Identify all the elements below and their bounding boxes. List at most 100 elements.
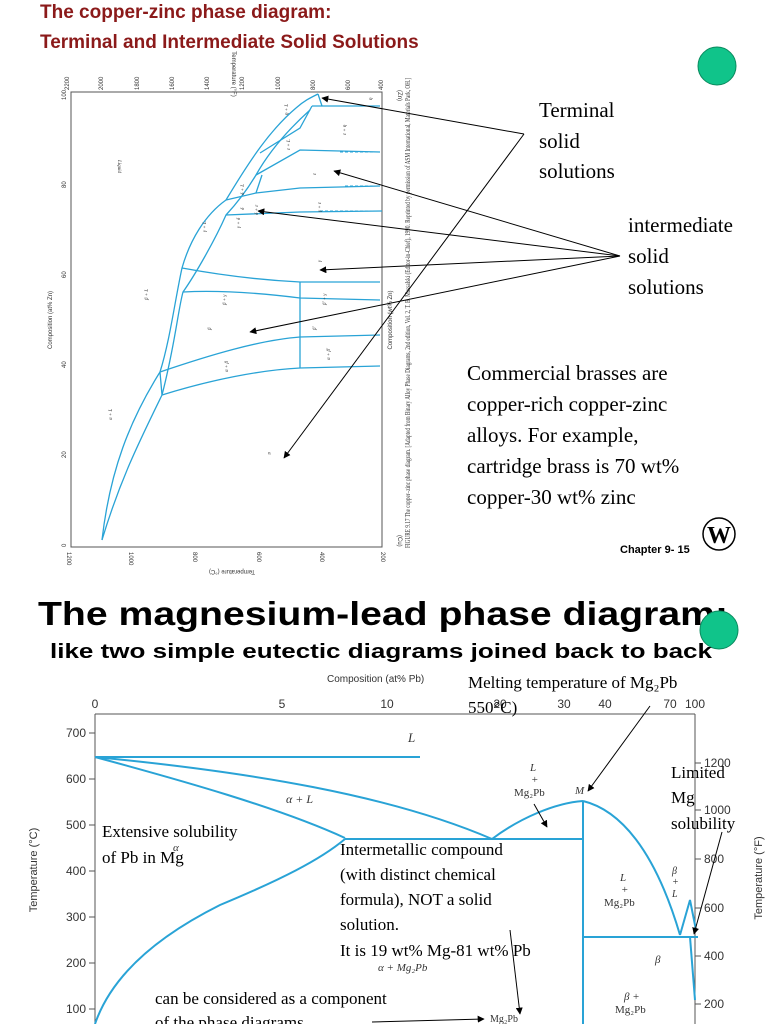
extensive-callout-line1: Extensive solubility — [102, 822, 238, 841]
limited-callout-line3: solubility — [671, 814, 736, 833]
tick-f-2: 1800 — [135, 76, 141, 90]
intermediate-callout-line1: intermediate — [628, 213, 733, 237]
mg2pb-dome-right — [582, 800, 681, 936]
cu-zn-comp-ticks: 0 20 40 60 80 100 — [62, 89, 68, 547]
f-tick-1200: 1200 — [704, 756, 731, 770]
terminal-callout-line3: solutions — [539, 159, 615, 183]
cu-zn-zn-label: (Zn) — [396, 90, 402, 101]
arrow-intermediate-2 — [257, 208, 621, 257]
f-tick-200: 200 — [704, 997, 724, 1011]
cu-zn-temp-f-ticks: 2200 2000 1800 1600 1400 1200 1000 800 6… — [65, 76, 385, 90]
cu-zn-plot-frame — [70, 91, 383, 548]
label-beta: β — [654, 954, 661, 966]
cu-zn-phase-boundaries — [101, 93, 383, 541]
phase-eta: η — [369, 97, 374, 100]
label-beta-mg2pb-2: Mg₂Pb — [615, 1004, 646, 1016]
top-tick-10: 10 — [380, 697, 394, 711]
mg-pb-phase-labels: L α + L L + Mg₂Pb M L + Mg₂Pb β + L α + … — [173, 730, 679, 1024]
liquidus-left — [94, 756, 493, 840]
label-M: M — [574, 785, 585, 797]
tick-c-1: 1000 — [127, 552, 133, 566]
cu-zn-temp-c-ticks: 1200 1000 800 600 400 200 — [65, 552, 385, 566]
arrow-terminal-top — [321, 95, 525, 135]
intermetallic-callout-line1: Intermetallic compound — [340, 840, 503, 859]
beta-solvus — [689, 936, 696, 1001]
tick-comp-5: 100 — [62, 89, 68, 100]
tick-f-3: 1600 — [170, 76, 176, 90]
label-L-mg2pb-left-3: Mg₂Pb — [514, 787, 545, 799]
cu-zn-temp-c-label: Temperature (°C) — [209, 568, 255, 574]
tick-c-5: 200 — [379, 552, 385, 563]
phase-liquid: Liquid — [116, 159, 121, 174]
brass-callout-line2: copper-rich copper-zinc — [467, 392, 667, 416]
component-callout-line1: can be considered as a component — [155, 989, 387, 1008]
arrow-intermediate-3 — [319, 255, 621, 274]
top-tick-0: 0 — [92, 697, 99, 711]
label-beta-L-2: + — [672, 877, 679, 888]
arrow-component — [371, 1015, 485, 1023]
brass-callout-line4: cartridge brass is 70 wt% — [467, 454, 679, 478]
phase-alpha: α — [266, 452, 271, 455]
intermetallic-callout: Intermetallic compound (with distinct ch… — [340, 840, 531, 960]
brass-callout-line3: alloys. For example, — [467, 423, 638, 447]
limited-callout-line1: Limited — [671, 763, 725, 782]
phase-epsilon-l: ε + L — [287, 139, 292, 150]
component-callout: can be considered as a component of the … — [155, 989, 387, 1024]
mg-pb-phase-diagram: Composition (at% Pb) 0 5 10 20 30 40 70 … — [28, 674, 765, 1024]
phase-gamma: γ — [318, 259, 323, 262]
slide-copper-zinc: The copper-zinc phase diagram: Terminal … — [40, 2, 737, 574]
arrow-intermediate-1 — [333, 169, 621, 257]
intermetallic-callout-line2: (with distinct chemical — [340, 865, 496, 884]
tick-c-2: 800 — [191, 552, 197, 563]
arrow-melting — [587, 705, 651, 792]
mg-pb-comp-axis-label: Composition (at% Pb) — [327, 674, 424, 685]
slide1-green-bullet-icon — [697, 46, 737, 86]
c-tick-300: 300 — [66, 910, 86, 924]
c-tick-400: 400 — [66, 864, 86, 878]
tick-comp-2: 40 — [62, 361, 68, 368]
phase-beta-prime-gamma: β' + γ — [323, 293, 328, 306]
top-tick-5: 5 — [279, 697, 286, 711]
tick-f-6: 1000 — [276, 76, 282, 90]
c-tick-600: 600 — [66, 772, 86, 786]
cu-zn-dashed-boundaries — [299, 151, 380, 368]
tick-c-0: 1200 — [65, 552, 71, 566]
c-tick-200: 200 — [66, 956, 86, 970]
intermediate-callout-line2: solid — [628, 244, 669, 268]
brass-callout: Commercial brasses are copper-rich coppe… — [467, 361, 679, 509]
f-tick-1000: 1000 — [704, 803, 731, 817]
slide2-arrows — [371, 705, 723, 1023]
label-L-mg2pb-left-1: L — [529, 762, 536, 774]
c-tick-100: 100 — [66, 1002, 86, 1016]
component-callout-line2: of the phase diagrams — [155, 1013, 304, 1024]
mg2pb-dome-left — [491, 800, 584, 840]
slide2-subtitle: like two simple eutectic diagrams joined… — [50, 641, 713, 663]
phase-epsilon-eta: ε + η — [343, 124, 348, 135]
top-tick-40: 40 — [598, 697, 612, 711]
phase-gamma-delta: γ + δ — [237, 217, 242, 228]
mg-pb-top-ticks: 0 5 10 20 30 40 70 100 — [92, 697, 706, 711]
top-tick-100: 100 — [685, 697, 705, 711]
slide1-arrows — [249, 95, 621, 459]
cu-zn-temp-f-label: Temperature (°F) — [230, 51, 236, 96]
phase-eta-l: η + L — [285, 104, 290, 115]
label-L-mg2pb-right-1: L — [619, 872, 626, 884]
phase-beta-prime: β' — [313, 326, 318, 331]
tick-comp-3: 60 — [62, 271, 68, 278]
label-alpha: α — [173, 842, 179, 854]
alpha-solvus-lower — [94, 838, 346, 1024]
brass-callout-line1: Commercial brasses are — [467, 361, 668, 385]
arrow-intermediate-4 — [249, 255, 621, 335]
phase-epsilon: ε — [313, 173, 318, 175]
melting-callout-line2: 550°C) — [468, 698, 517, 717]
extensive-callout-line2: of Pb in Mg — [102, 848, 184, 867]
label-beta-L-1: β — [671, 866, 677, 877]
terminal-callout-line1: Terminal — [539, 98, 615, 122]
tick-comp-4: 80 — [62, 181, 68, 188]
slide2-green-bullet-icon — [699, 610, 739, 650]
slide1-title-line1: The copper-zinc phase diagram: — [40, 2, 331, 23]
cu-zn-caption: FIGURE 9.17 The copper–zinc phase diagra… — [404, 78, 412, 548]
top-tick-30: 30 — [557, 697, 571, 711]
tick-f-7: 800 — [311, 79, 317, 90]
